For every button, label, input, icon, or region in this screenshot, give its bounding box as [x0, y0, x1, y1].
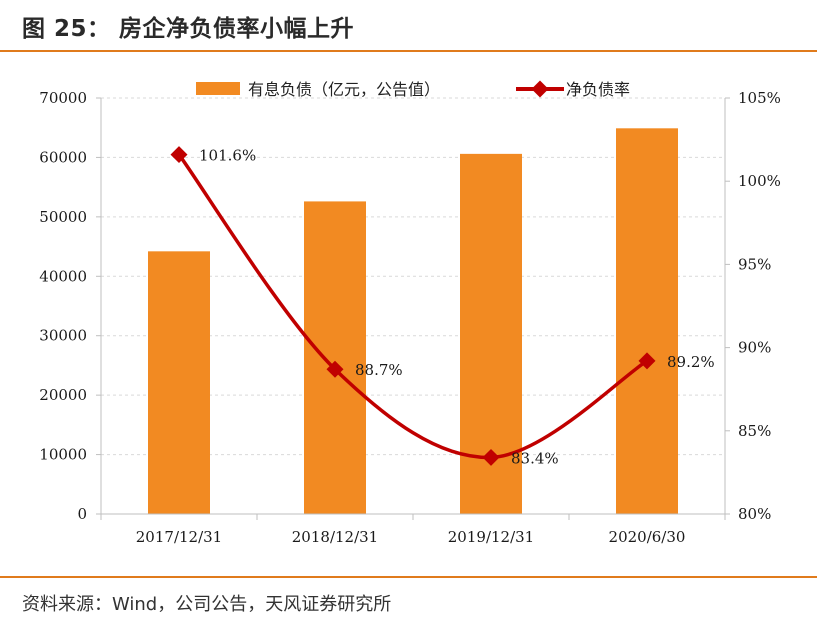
y-left-tick-label: 50000 [39, 208, 87, 226]
bar [304, 201, 366, 515]
y-left-tick-label: 30000 [39, 327, 87, 345]
line-point-marker [482, 448, 500, 466]
legend-line-marker [531, 80, 549, 98]
y-left-tick-label: 70000 [39, 89, 87, 107]
debt-ratio-chart: 0 10000 20000 30000 40000 50000 60000 70000 80%… [39, 80, 781, 546]
line-data-label: 101.6% [199, 147, 256, 165]
x-tick-label: 2018/12/31 [292, 528, 378, 546]
line-series: 101.6% 88.7% 83.4% 89.2% [170, 146, 715, 467]
legend-line-label: 净负债率 [566, 80, 630, 99]
legend: 有息负债（亿元，公告值） 净负债率 [196, 80, 630, 99]
x-tick-label: 2017/12/31 [136, 528, 222, 546]
line-series-path [177, 153, 648, 460]
right-axis-ticks: 80% 85% 90% 95% 100% 105% [738, 89, 781, 523]
chart-figure-title: 图 25： 房企净负债率小幅上升 [22, 16, 355, 42]
y-right-tick-label: 90% [738, 339, 771, 357]
y-left-tick-label: 10000 [39, 446, 87, 464]
footer-divider [0, 576, 817, 578]
axes [96, 97, 730, 520]
left-axis-ticks: 0 10000 20000 30000 40000 50000 60000 70000 [39, 89, 87, 523]
x-tick-label: 2020/6/30 [609, 528, 686, 546]
y-left-tick-label: 20000 [39, 386, 87, 404]
legend-bar-swatch [196, 82, 240, 95]
line-point-marker [170, 146, 188, 164]
y-right-tick-label: 100% [738, 172, 781, 190]
legend-bar-label: 有息负债（亿元，公告值） [248, 80, 440, 99]
source-note: 资料来源：Wind，公司公告，天风证券研究所 [22, 594, 392, 615]
y-right-tick-label: 95% [738, 255, 771, 273]
x-tick-label: 2019/12/31 [448, 528, 534, 546]
line-data-label: 88.7% [355, 361, 403, 379]
y-right-tick-label: 105% [738, 89, 781, 107]
y-left-tick-label: 60000 [39, 148, 87, 166]
bar-series [148, 128, 678, 515]
x-axis-ticks: 2017/12/31 2018/12/31 2019/12/31 2020/6/30 [136, 528, 686, 546]
line-data-label: 89.2% [667, 353, 715, 371]
y-left-tick-label: 40000 [39, 267, 87, 285]
line-point-marker [326, 360, 344, 378]
header-divider [0, 50, 817, 52]
y-right-tick-label: 80% [738, 505, 771, 523]
y-left-tick-label: 0 [77, 505, 87, 523]
line-data-label: 83.4% [511, 449, 559, 467]
bar [148, 251, 210, 514]
line-point-marker [638, 352, 656, 370]
y-right-tick-label: 85% [738, 422, 771, 440]
bar [616, 128, 678, 514]
